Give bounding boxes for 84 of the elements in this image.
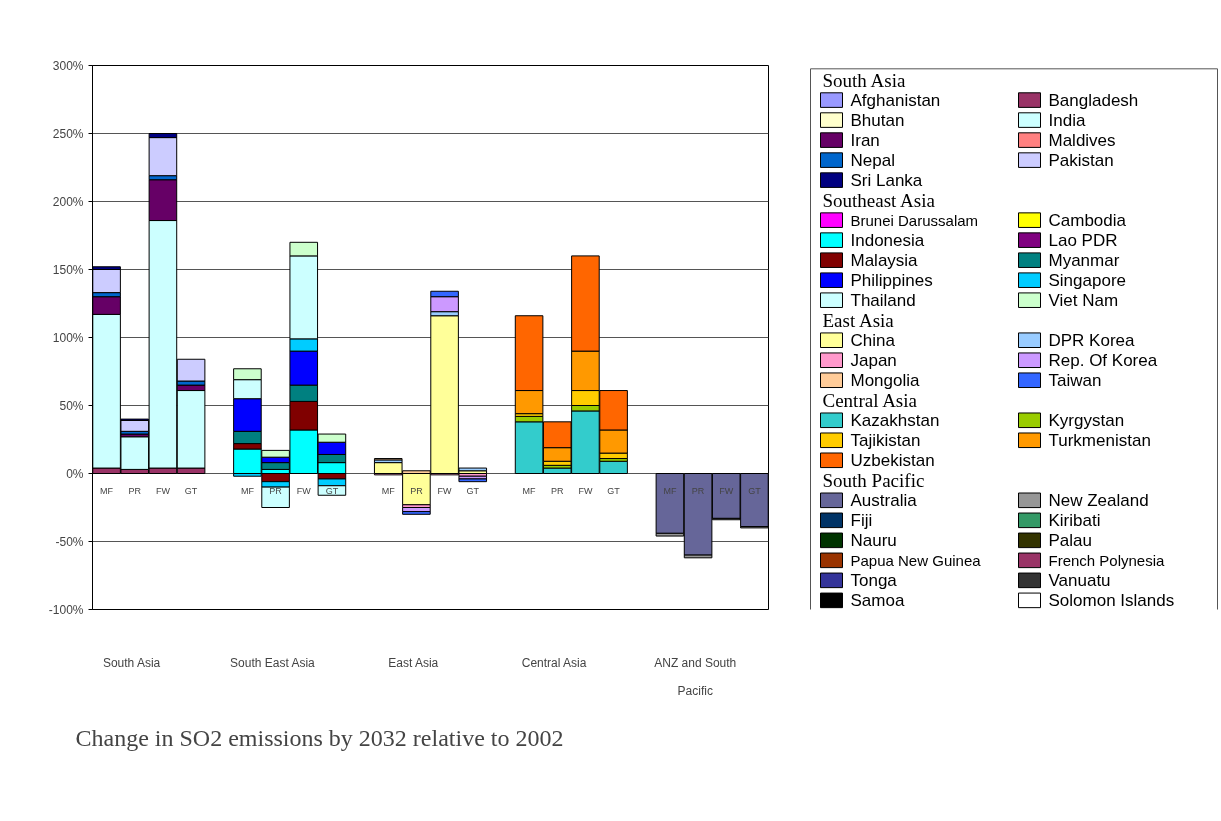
text: ANZ and South Pacific: [654, 655, 737, 698]
legend-label: French Polynesia: [1048, 551, 1166, 569]
text: East Asia: [388, 655, 439, 670]
x-tick-label: GT: [325, 485, 339, 496]
legend-label: Sri Lanka: [850, 170, 923, 190]
legend-label: Indonesia: [850, 230, 925, 250]
legend-label: New Zealand: [1048, 490, 1149, 510]
legend-label: Palau: [1048, 530, 1092, 550]
legend-label: DPR Korea: [1048, 330, 1136, 350]
text: South Asia: [822, 69, 906, 91]
legend-label: Iran: [850, 130, 880, 150]
x-tick-label: MF: [522, 485, 537, 496]
y-tick-label: 50%: [59, 398, 84, 413]
x-tick-label: GT: [607, 485, 621, 496]
legend-label: Rep. Of Korea: [1048, 350, 1158, 370]
text: Central Asia: [822, 389, 918, 411]
x-tick-label: GT: [466, 485, 480, 496]
y-tick-label: 300%: [52, 58, 84, 73]
legend-label: Afghanistan: [850, 90, 941, 110]
text: South East Asia: [230, 655, 316, 670]
legend-label: Pakistan: [1048, 150, 1114, 170]
y-tick-label: 0%: [66, 466, 84, 481]
x-tick-label: FW: [578, 485, 593, 496]
bar: [148, 137, 178, 177]
y-tick-label: -50%: [55, 534, 84, 549]
legend-label: Myanmar: [1048, 250, 1120, 270]
x-tick-label: PR: [691, 485, 705, 496]
text: Southeast Asia: [822, 189, 936, 211]
legend-label: Kazakhstan: [850, 410, 940, 430]
text: South Pacific: [822, 469, 925, 491]
text: Change in SO2 emissions by 2032 relative to 2002: [75, 725, 564, 751]
legend-label: Brunei Darussalam: [850, 211, 979, 229]
legend-label: India: [1048, 110, 1086, 130]
legend-label: Taiwan: [1048, 370, 1102, 390]
legend-label: Philippines: [850, 270, 933, 290]
legend-label: Kyrgystan: [1048, 410, 1125, 430]
legend-label: China: [850, 330, 896, 350]
legend-label: Viet Nam: [1048, 290, 1119, 310]
y-tick-label: 200%: [52, 194, 84, 209]
x-tick-label: GT: [184, 485, 198, 496]
legend-label: Bhutan: [850, 110, 905, 130]
x-tick-label: PR: [551, 485, 564, 496]
legend-label: Lao PDR: [1048, 230, 1118, 250]
x-tick-label: PR: [410, 485, 424, 496]
legend-label: Japan: [850, 350, 897, 370]
legend-label: Australia: [850, 490, 918, 510]
legend-label: Kiribati: [1048, 510, 1101, 530]
legend-label: Solomon Islands: [1048, 590, 1175, 610]
legend-label: Singapore: [1048, 270, 1127, 290]
y-tick-label: 100%: [52, 330, 84, 345]
x-tick-label: MF: [100, 485, 114, 496]
x-tick-label: FW: [437, 485, 453, 496]
legend-label: Vanuatu: [1048, 570, 1111, 590]
x-tick-label: FW: [155, 485, 171, 496]
text: East Asia: [822, 309, 895, 331]
legend-label: Tajikistan: [850, 430, 921, 450]
legend-label: Samoa: [850, 590, 905, 610]
legend-label: Uzbekistan: [850, 450, 935, 470]
x-tick-label: MF: [663, 485, 677, 496]
text: South Asia: [102, 655, 161, 670]
legend-label: Papua New Guinea: [850, 551, 982, 569]
x-tick-label: FW: [296, 485, 312, 496]
x-tick-label: MF: [240, 485, 255, 496]
x-tick-label: PR: [269, 485, 283, 496]
x-tick-label: MF: [381, 485, 396, 496]
bar: [402, 511, 431, 515]
legend-label: Mongolia: [850, 370, 921, 390]
legend-label: Nepal: [850, 150, 895, 170]
x-tick-label: GT: [748, 485, 762, 496]
y-tick-label: 150%: [52, 262, 84, 277]
legend-label: Maldives: [1048, 130, 1116, 150]
legend-label: Bangladesh: [1048, 90, 1139, 110]
x-tick-label: FW: [719, 485, 734, 496]
legend-label: Tonga: [850, 570, 898, 590]
legend-label: Turkmenistan: [1048, 430, 1151, 450]
legend-label: Fiji: [850, 510, 873, 530]
legend-label: Nauru: [850, 530, 897, 550]
x-tick-label: PR: [128, 485, 142, 496]
y-tick-label: 250%: [52, 126, 84, 141]
legend-label: Thailand: [850, 290, 916, 310]
legend-label: Cambodia: [1048, 210, 1127, 230]
y-tick-label: -100%: [48, 602, 84, 617]
legend-label: Malaysia: [850, 250, 919, 270]
text: Central Asia: [521, 655, 587, 670]
